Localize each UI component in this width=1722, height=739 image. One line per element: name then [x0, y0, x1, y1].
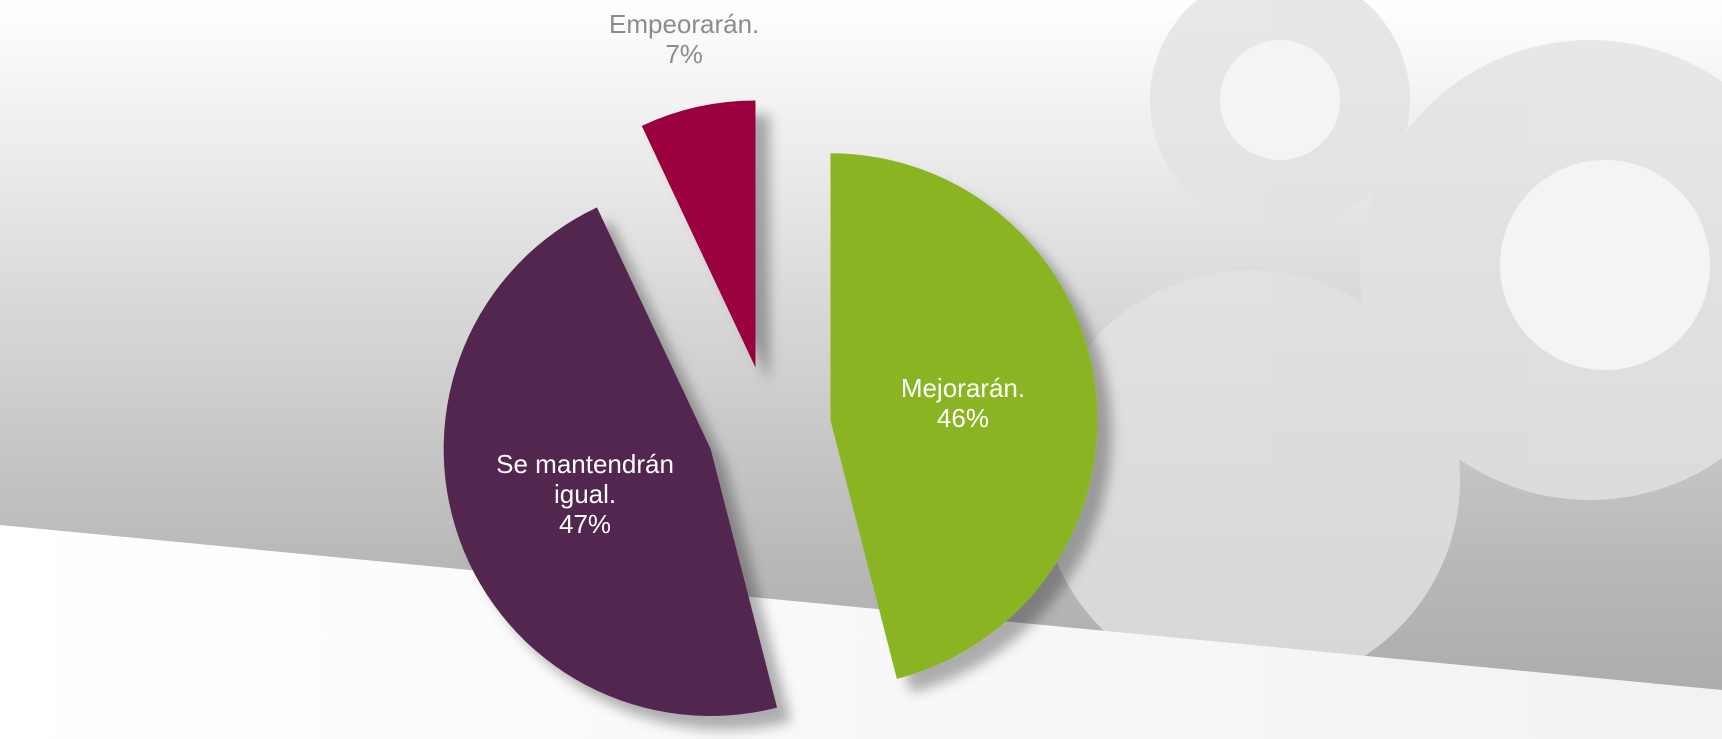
white-band	[0, 525, 1722, 739]
data-label: Mejorarán. 46%	[853, 373, 1073, 433]
data-label: Se mantendrán igual. 47%	[475, 449, 695, 539]
slice-name: Mejorarán.	[900, 373, 1026, 404]
pie-slice	[443, 207, 778, 717]
pie	[443, 100, 1098, 717]
slice-name: Empeorarán.	[608, 8, 760, 39]
slice-value: 47%	[559, 509, 612, 540]
pie-slice	[830, 153, 1098, 679]
slice-name: Se mantendrán igual.	[496, 449, 674, 510]
gear-holes	[1220, 40, 1710, 370]
data-label: Empeorarán. 7%	[574, 9, 794, 69]
pie-slice	[641, 100, 756, 368]
slice-value: 46%	[936, 403, 989, 434]
slice-value: 7%	[665, 38, 703, 69]
